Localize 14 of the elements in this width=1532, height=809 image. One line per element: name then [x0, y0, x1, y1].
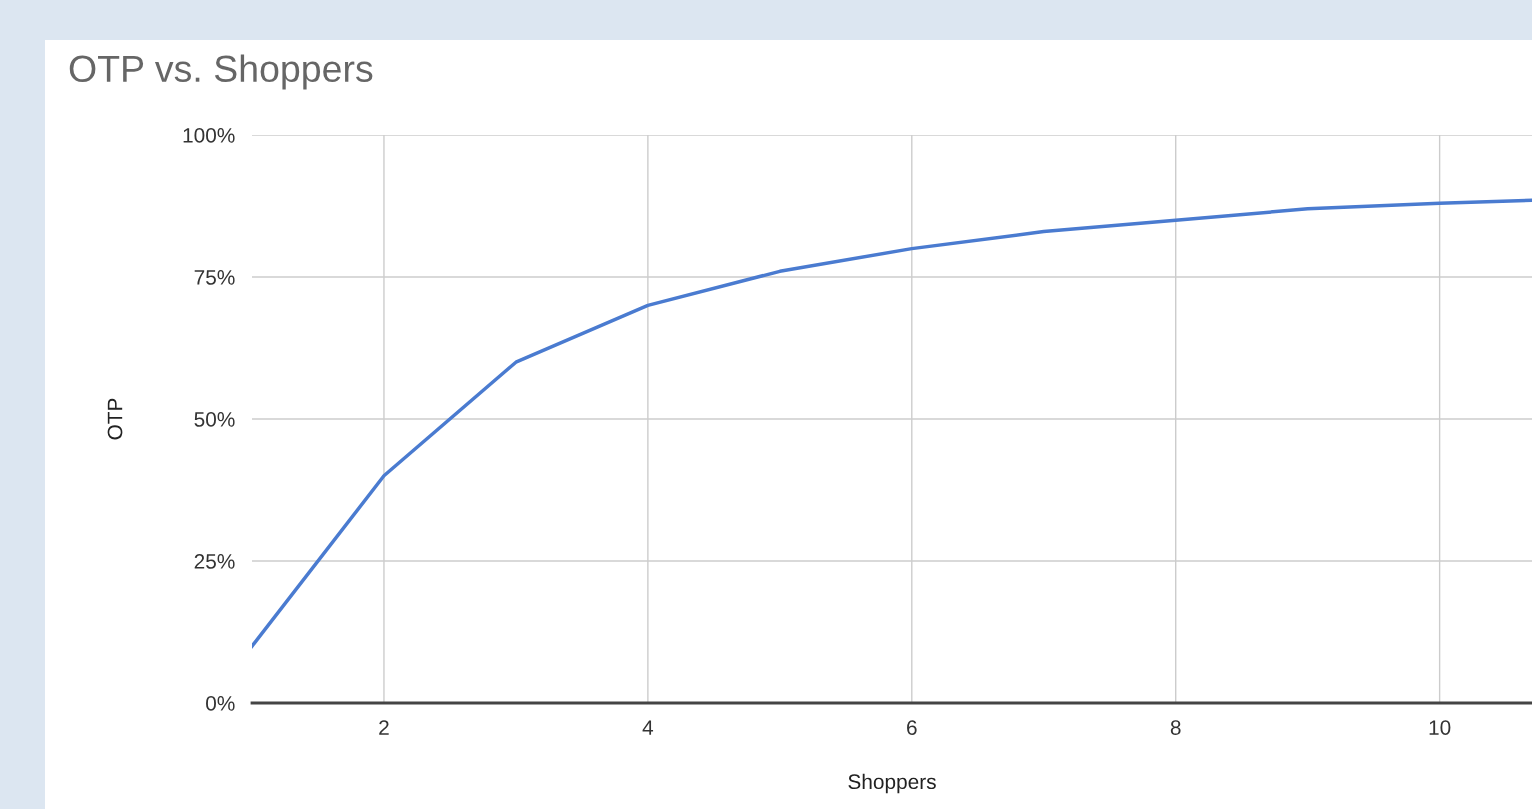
y-axis-title: OTP: [107, 398, 123, 440]
y-tick-label: 25%: [194, 554, 235, 569]
y-tick-label: 75%: [194, 270, 235, 285]
chart-title: OTP vs. Shoppers: [69, 54, 373, 90]
y-tick-label: 50%: [194, 412, 235, 427]
x-tick-label: 8: [1170, 720, 1181, 735]
x-tick-label: 2: [379, 720, 389, 735]
x-tick-label: 10: [1429, 720, 1451, 735]
line-series: [252, 198, 1532, 648]
y-tick-label: 100%: [183, 128, 235, 143]
x-tick-label: 4: [642, 720, 654, 735]
y-tick-label: 0%: [206, 696, 235, 711]
x-axis-title: Shoppers: [848, 773, 936, 794]
x-tick-label: 6: [907, 720, 917, 735]
